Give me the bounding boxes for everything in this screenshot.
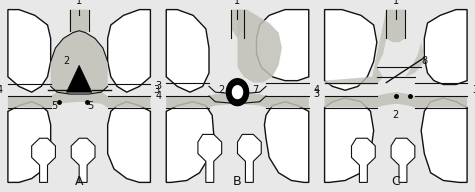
Polygon shape [391,138,415,182]
Polygon shape [324,67,383,84]
Polygon shape [66,65,92,92]
Polygon shape [372,10,424,84]
Polygon shape [324,10,377,90]
Text: 1: 1 [76,0,82,6]
Polygon shape [166,10,209,92]
Polygon shape [166,102,214,182]
Text: C: C [391,175,400,188]
Polygon shape [324,83,467,108]
Polygon shape [238,134,261,182]
Polygon shape [352,138,375,182]
Polygon shape [32,138,56,182]
Polygon shape [256,10,309,81]
Circle shape [227,79,248,106]
Text: 1: 1 [235,0,240,6]
Polygon shape [108,10,151,92]
Text: 2: 2 [393,110,399,120]
Polygon shape [8,84,151,108]
Text: 3: 3 [472,85,475,95]
Text: 3: 3 [155,81,162,91]
Polygon shape [8,10,51,92]
Text: 3: 3 [314,89,320,99]
Polygon shape [324,98,374,182]
Text: 5: 5 [51,101,57,111]
Text: 7: 7 [252,85,258,95]
Polygon shape [424,10,467,84]
Polygon shape [108,102,151,182]
Text: A: A [75,175,84,188]
Polygon shape [231,10,244,38]
Text: 5: 5 [87,101,94,111]
Text: 4: 4 [155,91,162,101]
Text: 2: 2 [64,56,70,66]
Polygon shape [8,102,51,182]
Polygon shape [421,98,467,182]
Text: 4: 4 [0,85,3,95]
Circle shape [231,84,244,100]
Text: B: B [233,175,242,188]
Polygon shape [386,10,405,42]
Polygon shape [198,134,222,182]
Text: 3: 3 [153,85,160,95]
Text: 2: 2 [218,85,225,95]
Polygon shape [70,10,89,33]
Polygon shape [71,138,95,182]
Text: 1: 1 [393,0,399,6]
Polygon shape [166,83,309,108]
Polygon shape [51,31,108,94]
Text: 4: 4 [314,85,320,95]
Text: 8: 8 [421,56,428,66]
Polygon shape [265,102,309,182]
Polygon shape [238,10,282,83]
